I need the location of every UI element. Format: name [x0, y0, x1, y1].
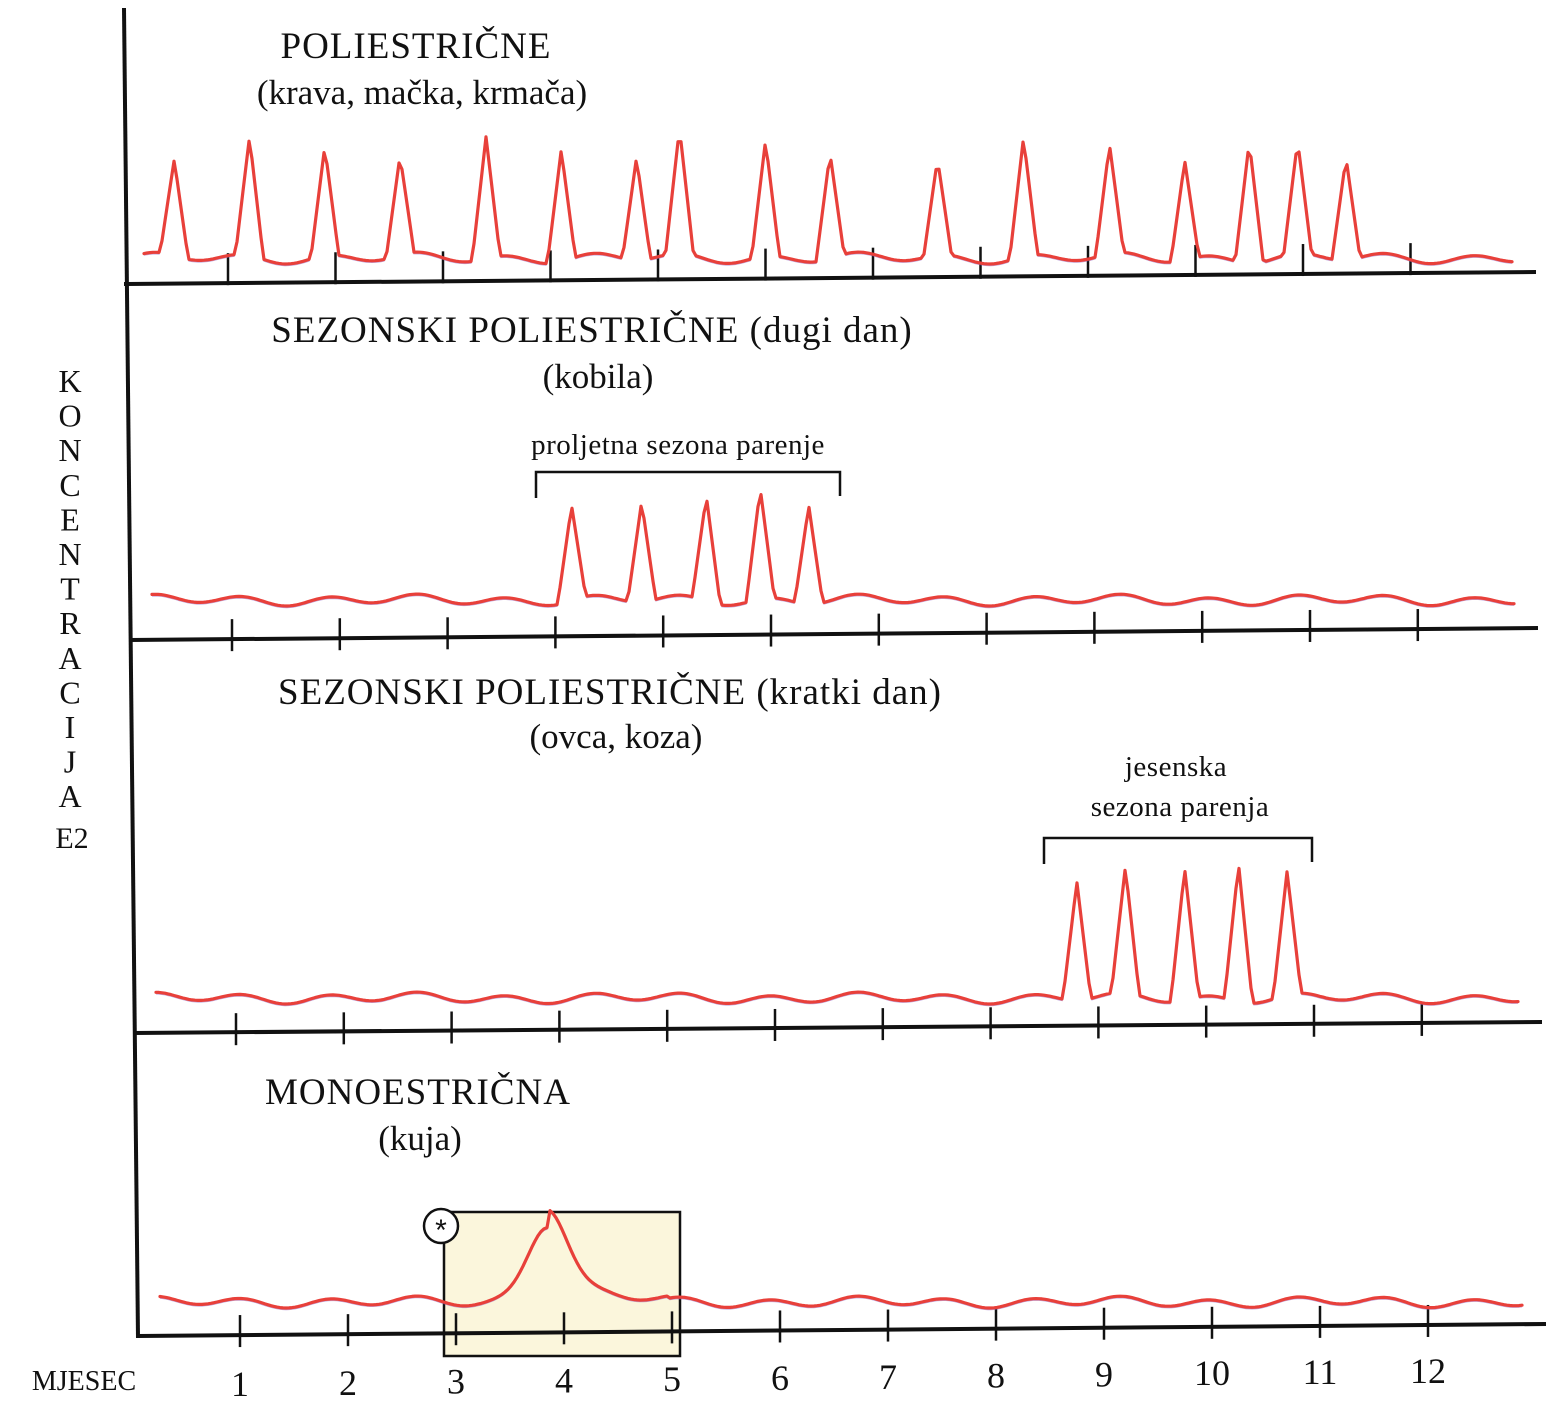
trace-shadow-panel-3 — [155, 869, 1519, 1007]
month-label-10: 10 — [1194, 1353, 1230, 1393]
trace-panel-2 — [150, 493, 1516, 608]
month-label-9: 9 — [1095, 1354, 1113, 1394]
hormone-traces — [142, 135, 1524, 1311]
y-axis-suffix: E2 — [55, 822, 88, 855]
spring-season-bracket — [534, 470, 842, 498]
y-axis-letter: E — [60, 501, 80, 537]
trace-panel-1 — [142, 135, 1514, 266]
autumn-season-bracket — [1042, 836, 1314, 864]
y-axis-letter: I — [65, 709, 76, 745]
asterisk-marker-icon — [422, 1207, 460, 1245]
y-axis-line — [122, 7, 140, 1339]
y-axis-letter: K — [58, 363, 81, 399]
month-label-8: 8 — [987, 1356, 1005, 1396]
panel-2-baseline — [129, 626, 1539, 642]
panel-1-baseline — [123, 270, 1537, 286]
trace-panel-4 — [158, 1208, 1524, 1310]
month-label-11: 11 — [1303, 1352, 1338, 1392]
x-axis-label: MJESEC — [32, 1366, 136, 1397]
panel-1-subtitle: (krava, mačka, krmača) — [257, 73, 587, 112]
month-labels: 1 2 3 4 5 6 7 8 9 10 11 12 — [231, 1351, 1446, 1404]
trace-panel-3 — [154, 866, 1520, 1006]
panel-4-title: MONOESTRIČNA — [265, 1071, 571, 1113]
panel-4-baseline — [137, 1322, 1547, 1338]
spring-season-label: proljetna sezona parenje — [531, 429, 825, 461]
month-label-4: 4 — [555, 1360, 573, 1400]
panel-2-title: SEZONSKI POLIESTRIČNE (dugi dan) — [271, 309, 912, 351]
panel-3-subtitle: (ovca, koza) — [530, 717, 703, 756]
panel-3-title: SEZONSKI POLIESTRIČNE (kratki dan) — [278, 671, 942, 713]
y-axis-letter: A — [58, 778, 81, 814]
panel-3-baseline — [133, 1020, 1543, 1035]
panel-4-subtitle: (kuja) — [378, 1119, 462, 1158]
panel-1-title: POLIESTRIČNE — [281, 25, 552, 67]
y-axis-letter: C — [59, 467, 80, 503]
y-axis-letter: N — [58, 536, 81, 572]
y-axis-letter: C — [59, 674, 80, 710]
y-axis-letter: T — [60, 571, 80, 607]
trace-shadow-panel-4 — [159, 1210, 1523, 1311]
asterisk-marker: * — [435, 1214, 447, 1247]
y-axis-letter: N — [58, 432, 81, 468]
autumn-season-label-line1: jesenska — [1124, 751, 1227, 783]
y-axis-letter: J — [64, 744, 76, 780]
month-label-2: 2 — [339, 1363, 357, 1403]
month-label-6: 6 — [771, 1358, 789, 1398]
month-label-1: 1 — [231, 1364, 249, 1404]
autumn-season-label-line2: sezona parenja — [1091, 791, 1269, 823]
month-label-7: 7 — [879, 1357, 897, 1397]
month-label-5: 5 — [663, 1359, 681, 1399]
month-label-3: 3 — [447, 1362, 465, 1402]
y-axis-letter: R — [59, 605, 81, 641]
month-label-12: 12 — [1410, 1351, 1446, 1391]
y-axis-letter: O — [58, 398, 81, 434]
panel-2-subtitle: (kobila) — [543, 357, 654, 396]
trace-shadow-panel-2 — [151, 495, 1515, 609]
y-axis-letter: A — [58, 640, 81, 676]
